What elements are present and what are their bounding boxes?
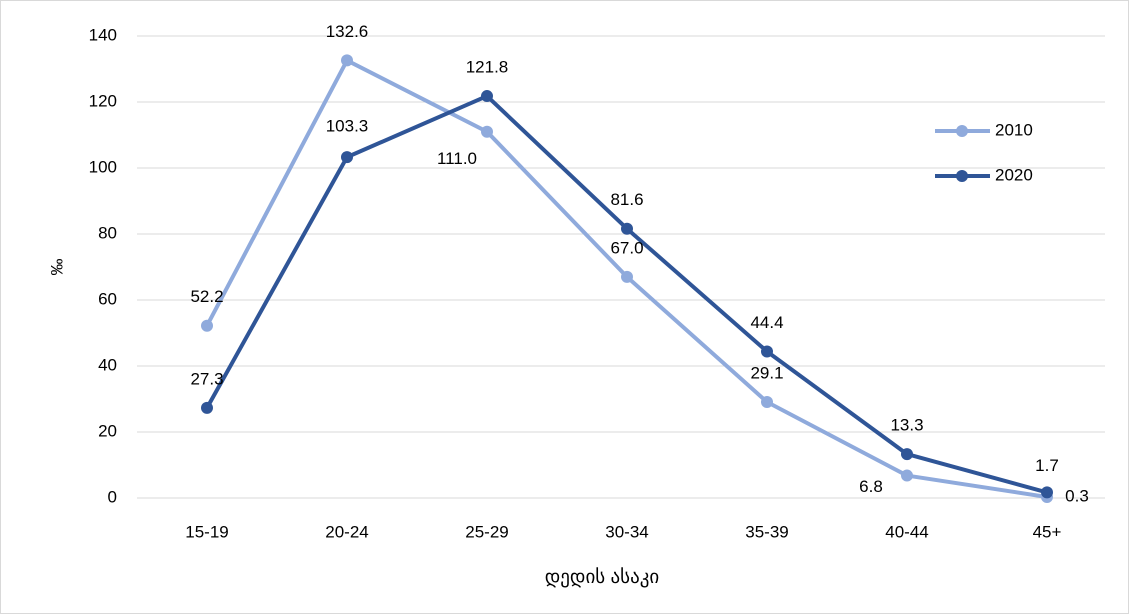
data-label: 1.7 [1035, 456, 1059, 475]
marker [341, 54, 353, 67]
marker [621, 222, 633, 235]
y-tick-label: 0 [108, 487, 117, 506]
data-label: 0.3 [1065, 486, 1089, 505]
x-tick-label: 15-19 [185, 522, 228, 541]
data-label: 81.6 [610, 190, 643, 209]
marker [761, 395, 773, 408]
x-tick-label: 20-24 [325, 522, 368, 541]
data-label: 52.2 [190, 287, 223, 306]
x-tick-label: 30-34 [605, 522, 648, 541]
data-label: 6.8 [859, 477, 883, 496]
data-label: 29.1 [750, 363, 783, 382]
legend-marker [956, 125, 968, 137]
data-label: 13.3 [890, 416, 923, 435]
legend-label: 2010 [995, 120, 1033, 139]
marker [481, 90, 493, 103]
data-label: 121.8 [466, 58, 509, 77]
legend-marker [956, 170, 968, 182]
data-label: 132.6 [326, 22, 369, 41]
marker [901, 448, 913, 461]
y-tick-label: 120 [89, 91, 117, 110]
data-label: 67.0 [610, 238, 643, 257]
data-label: 44.4 [750, 313, 783, 332]
marker [1041, 486, 1053, 499]
marker [201, 319, 213, 332]
marker [761, 345, 773, 358]
y-tick-label: 60 [98, 289, 117, 308]
legend-label: 2020 [995, 165, 1033, 184]
x-axis-label: დედის ასაკი [545, 567, 660, 588]
y-tick-label: 100 [89, 157, 117, 176]
y-axis-label: ‰ [47, 259, 66, 276]
data-label: 27.3 [190, 369, 223, 388]
y-tick-label: 40 [98, 355, 117, 374]
x-tick-label: 45+ [1033, 522, 1062, 541]
y-tick-label: 20 [98, 421, 117, 440]
data-label: 103.3 [326, 117, 369, 136]
marker [341, 151, 353, 164]
x-tick-label: 35-39 [745, 522, 788, 541]
marker [201, 401, 213, 414]
data-label: 111.0 [437, 149, 477, 168]
marker [901, 469, 913, 482]
x-tick-label: 25-29 [465, 522, 508, 541]
marker [481, 125, 493, 138]
y-tick-label: 140 [89, 25, 117, 44]
y-tick-label: 80 [98, 223, 117, 242]
x-tick-label: 40-44 [885, 522, 928, 541]
marker [621, 270, 633, 283]
